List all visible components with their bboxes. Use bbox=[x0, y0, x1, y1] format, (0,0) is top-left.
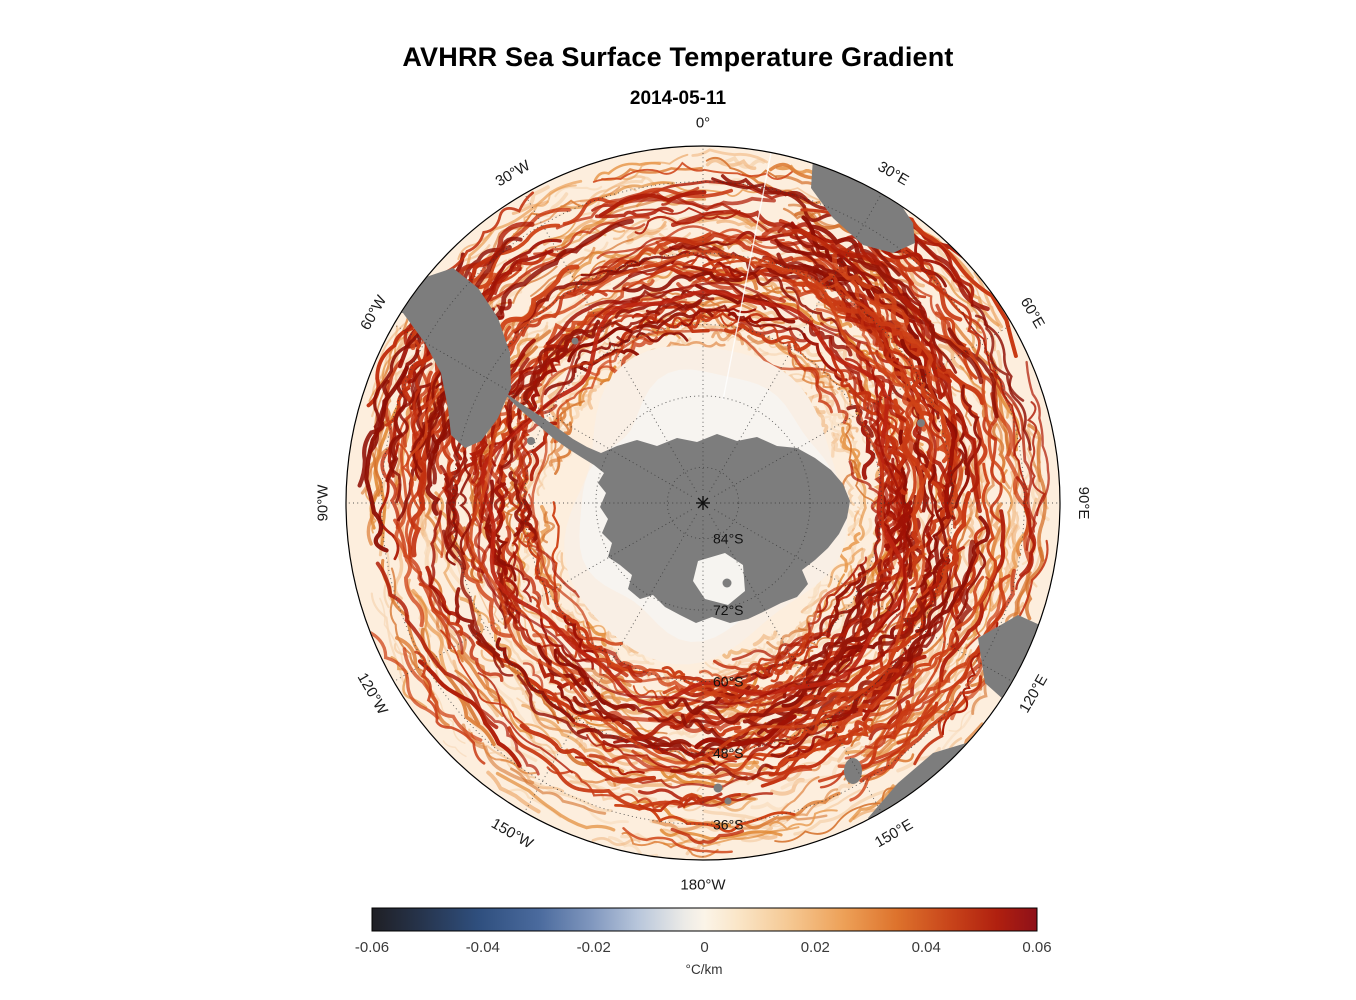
meridian-label-270: 90°W bbox=[314, 484, 331, 522]
meridian-label-180: 180°W bbox=[680, 876, 726, 893]
colorbar-tick-6: 0.06 bbox=[1022, 939, 1051, 956]
colorbar-tick-4: 0.02 bbox=[801, 939, 830, 956]
parallel-label-84: 84°S bbox=[713, 531, 744, 547]
colorbar-tick-3: 0 bbox=[700, 939, 708, 956]
colorbar bbox=[371, 907, 1038, 932]
africa bbox=[811, 158, 915, 253]
colorbar-tick-0: -0.06 bbox=[355, 939, 389, 956]
meridian-label-120: 120°E bbox=[1016, 672, 1051, 716]
antarctica bbox=[503, 391, 850, 623]
kerguelen-island bbox=[917, 419, 925, 427]
meridian-label-300: 60°W bbox=[357, 292, 391, 333]
colorbar-tick-5: 0.04 bbox=[912, 939, 941, 956]
parallel-label-36: 36°S bbox=[713, 816, 744, 832]
data-seam bbox=[722, 152, 772, 401]
tasmania bbox=[844, 758, 862, 784]
parallel-label-60: 60°S bbox=[713, 674, 744, 690]
meridian-label-90: 90°E bbox=[1075, 487, 1092, 520]
map-boundary bbox=[345, 145, 1061, 861]
meridian-label-330: 30°W bbox=[493, 157, 534, 191]
subantarctic-island bbox=[713, 783, 723, 793]
colorbar-tick-2: -0.02 bbox=[577, 939, 611, 956]
meridian-label-210: 150°W bbox=[488, 815, 536, 853]
colorbar-units-label: °C/km bbox=[686, 962, 723, 977]
south-pole-marker bbox=[697, 497, 709, 509]
falkland-islands bbox=[527, 437, 535, 445]
meridian-label-150: 150°E bbox=[872, 816, 916, 851]
meridian-label-30: 30°E bbox=[875, 158, 912, 189]
ross-island bbox=[722, 578, 732, 588]
south-georgia bbox=[571, 337, 579, 345]
chart-title: AVHRR Sea Surface Temperature Gradient bbox=[402, 42, 954, 72]
subantarctic-island-2 bbox=[724, 797, 732, 805]
colorbar-tick-1: -0.04 bbox=[466, 939, 500, 956]
chart-subtitle: 2014-05-11 bbox=[629, 88, 727, 109]
ross-ice-shelf bbox=[693, 553, 745, 605]
meridian-label-60: 60°E bbox=[1017, 294, 1048, 331]
meridian-label-0: 0° bbox=[696, 114, 710, 131]
graticule bbox=[346, 146, 1060, 860]
south-america bbox=[393, 268, 511, 448]
meridian-label-240: 120°W bbox=[354, 670, 392, 718]
parallel-label-48: 48°S bbox=[713, 745, 744, 761]
parallel-label-72: 72°S bbox=[713, 602, 744, 618]
